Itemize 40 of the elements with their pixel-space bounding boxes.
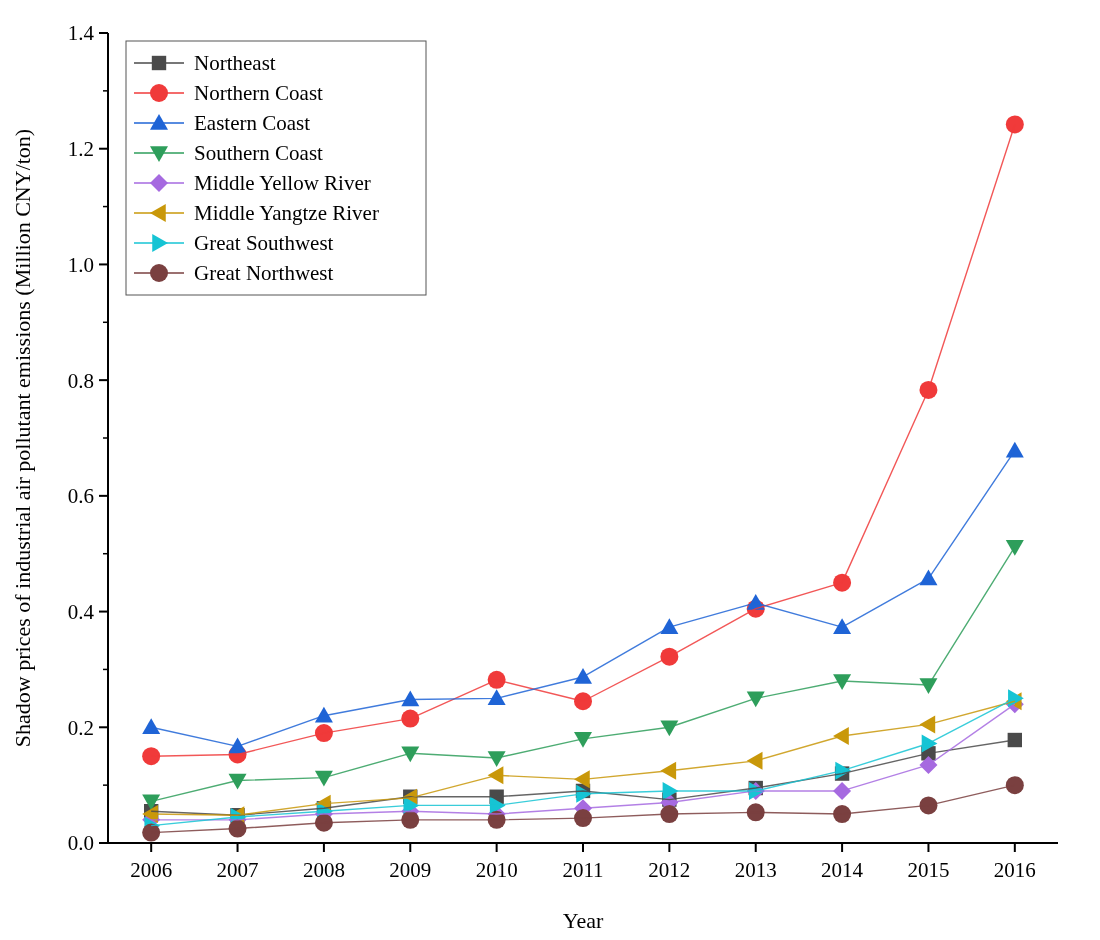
point	[142, 823, 161, 842]
y-tick-label: 0.2	[67, 715, 94, 740]
y-tick-label: 0.8	[67, 368, 94, 393]
point	[1005, 540, 1024, 556]
legend-label: Middle Yangtze River	[194, 201, 379, 226]
x-tick-label: 2008	[302, 858, 345, 882]
legend-label: Northeast	[194, 51, 276, 76]
point	[142, 718, 161, 735]
y-tick-label: 0.4	[67, 599, 95, 624]
point	[574, 732, 592, 748]
y-tick-label: 0.0	[67, 831, 94, 856]
x-tick-label: 2014	[821, 858, 864, 882]
legend-label: Great Southwest	[194, 231, 334, 256]
x-axis-title: Year	[562, 908, 604, 933]
point	[1005, 776, 1024, 795]
legend-label: Great Northwest	[194, 261, 334, 286]
y-tick-label: 1.0	[67, 252, 94, 277]
x-tick-label: 2009	[389, 858, 432, 882]
y-tick-label: 1.4	[67, 21, 95, 46]
legend-label: Northern Coast	[194, 81, 324, 106]
x-tick-label: 2015	[907, 858, 950, 882]
point	[833, 674, 852, 690]
x-tick-label: 2010	[475, 858, 518, 882]
x-tick-label: 2007	[216, 858, 259, 882]
y-tick-label: 1.2	[67, 137, 94, 162]
point	[1005, 115, 1024, 134]
x-tick-label: 2016	[993, 858, 1036, 882]
legend-label: Southern Coast	[194, 141, 324, 166]
y-axis-title: Shadow prices of industrial air pollutant emissions (Million CNY/ton)	[10, 128, 35, 748]
point	[746, 803, 765, 822]
legend-label: Middle Yellow River	[194, 171, 371, 196]
y-tick-label: 0.6	[67, 484, 94, 509]
x-tick-label: 2011	[562, 858, 604, 882]
point	[142, 747, 161, 766]
legend-label: Eastern Coast	[194, 111, 311, 136]
x-tick-label: 2012	[648, 858, 691, 882]
x-tick-label: 2013	[734, 858, 777, 882]
point	[574, 667, 592, 684]
x-tick-label: 2006	[130, 858, 173, 882]
point	[833, 618, 852, 634]
